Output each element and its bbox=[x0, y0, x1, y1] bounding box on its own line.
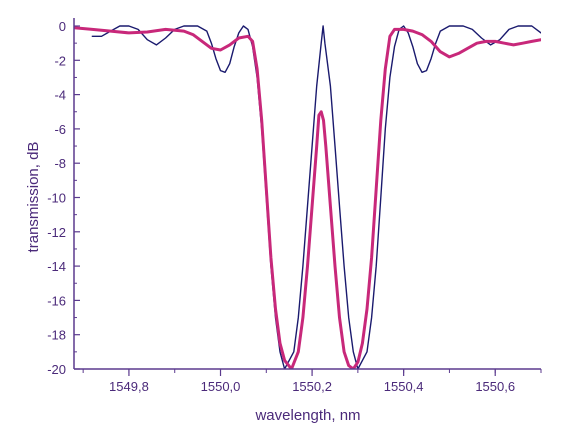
series-line-2 bbox=[74, 26, 541, 369]
y-tick-label: -14 bbox=[47, 259, 66, 274]
y-tick-label: -10 bbox=[47, 191, 66, 206]
x-tick-label: 1550,6 bbox=[475, 379, 515, 394]
y-tick-label: -20 bbox=[47, 362, 66, 377]
x-tick-label: 1550,4 bbox=[384, 379, 424, 394]
x-tick-label: 1549,8 bbox=[109, 379, 149, 394]
y-tick-label: -8 bbox=[54, 156, 66, 171]
y-tick-label: -12 bbox=[47, 225, 66, 240]
y-tick-label: -4 bbox=[54, 88, 66, 103]
axes: 0 -2 -4 -6 -8 -10 -12 -14 -16 -18 -20 1549,8 1550,0 1… bbox=[47, 18, 542, 394]
y-tick-label: -18 bbox=[47, 328, 66, 343]
x-tick-label: 1550,0 bbox=[201, 379, 241, 394]
x-tick-label: 1550,2 bbox=[292, 379, 332, 394]
y-tick-label: 0 bbox=[59, 19, 66, 34]
series-line-1 bbox=[91, 25, 541, 369]
y-tick-label: -2 bbox=[54, 53, 66, 68]
plot-area bbox=[74, 25, 541, 369]
axis-labels: wavelength, nm transmission, dB bbox=[25, 142, 361, 424]
y-tick-label: -16 bbox=[47, 293, 66, 308]
y-tick-label: -6 bbox=[54, 122, 66, 137]
x-axis-label: wavelength, nm bbox=[254, 407, 360, 424]
y-axis-label: transmission, dB bbox=[25, 142, 42, 253]
